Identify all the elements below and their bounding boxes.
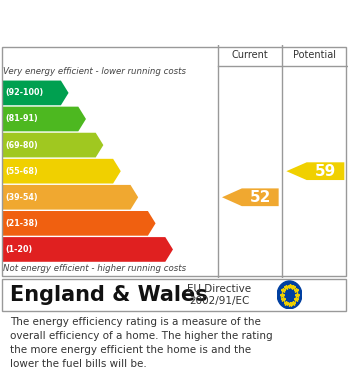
Text: Energy Efficiency Rating: Energy Efficiency Rating	[10, 13, 258, 32]
Text: B: B	[87, 111, 98, 127]
Text: (81-91): (81-91)	[5, 115, 38, 124]
Text: A: A	[69, 85, 81, 100]
Text: Not energy efficient - higher running costs: Not energy efficient - higher running co…	[3, 264, 187, 273]
Text: (92-100): (92-100)	[5, 88, 44, 97]
Text: The energy efficiency rating is a measure of the
overall efficiency of a home. T: The energy efficiency rating is a measur…	[10, 317, 273, 369]
Text: G: G	[174, 242, 186, 257]
Text: (21-38): (21-38)	[5, 219, 38, 228]
Polygon shape	[3, 159, 121, 183]
Text: 52: 52	[250, 190, 271, 205]
Text: E: E	[139, 190, 149, 205]
Text: D: D	[121, 164, 134, 179]
Text: (55-68): (55-68)	[5, 167, 38, 176]
Text: EU Directive
2002/91/EC: EU Directive 2002/91/EC	[187, 284, 251, 306]
Text: Current: Current	[231, 50, 268, 61]
Text: 59: 59	[315, 164, 336, 179]
Polygon shape	[3, 107, 86, 131]
Polygon shape	[3, 211, 156, 236]
Text: Very energy efficient - lower running costs: Very energy efficient - lower running co…	[3, 67, 187, 76]
Text: C: C	[104, 138, 115, 152]
Text: F: F	[156, 216, 167, 231]
Text: Potential: Potential	[293, 50, 335, 61]
Text: (1-20): (1-20)	[5, 245, 32, 254]
Polygon shape	[286, 162, 344, 180]
Polygon shape	[3, 237, 173, 262]
Polygon shape	[3, 81, 69, 105]
Polygon shape	[3, 133, 103, 158]
Polygon shape	[222, 188, 279, 206]
Polygon shape	[3, 185, 138, 210]
Text: (39-54): (39-54)	[5, 193, 38, 202]
Circle shape	[277, 281, 302, 309]
Text: England & Wales: England & Wales	[10, 285, 208, 305]
Text: (69-80): (69-80)	[5, 141, 38, 150]
